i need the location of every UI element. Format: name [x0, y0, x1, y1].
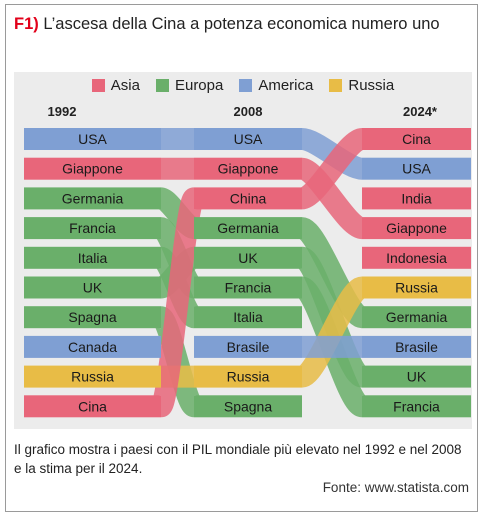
rank-label-2-6: Russia — [395, 280, 438, 296]
rank-label-1-2: Giappone — [218, 161, 279, 177]
rank-bar-0-3 — [24, 187, 161, 210]
rank-label-0-3: Germania — [62, 190, 124, 206]
rank-bar-0-8 — [24, 335, 161, 358]
rank-label-2-4: Giappone — [386, 220, 447, 236]
rank-label-2-10: Francia — [393, 398, 440, 414]
rank-bar-2-3 — [362, 187, 471, 210]
rank-bar-2-10 — [362, 395, 471, 418]
rank-bar-0-9 — [24, 365, 161, 388]
rank-label-1-3: China — [230, 190, 267, 206]
legend-item-russia: Russia — [329, 77, 394, 94]
legend-swatch-america — [239, 78, 253, 92]
rank-bar-1-3 — [194, 187, 302, 210]
legend-swatch-europa — [155, 78, 169, 92]
rank-bar-2-2 — [362, 157, 471, 180]
rank-label-1-4: Germania — [217, 220, 279, 236]
flow-link-9-1 — [298, 128, 366, 210]
rank-label-2-3: India — [401, 190, 432, 206]
rank-bar-2-6 — [362, 276, 471, 299]
rank-label-0-1: USA — [78, 131, 107, 147]
rank-bar-1-4 — [194, 217, 302, 240]
year-header-1: 2008 — [234, 104, 263, 119]
rank-bar-1-9 — [194, 365, 302, 388]
title-text: L’ascesa della Cina a potenza economica … — [43, 15, 440, 33]
legend: Asia Europa America Russia — [14, 74, 472, 96]
rank-label-2-5: Indonesia — [386, 250, 447, 266]
chart-title: F1) L’ascesa della Cina a potenza econom… — [14, 14, 464, 35]
legend-item-america: America — [239, 77, 313, 94]
figure-number: F1) — [14, 15, 39, 33]
legend-label-america: America — [258, 76, 314, 94]
rank-bar-1-8 — [194, 335, 302, 358]
rank-bar-0-7 — [24, 306, 161, 329]
rank-bar-2-5 — [362, 246, 471, 269]
year-header-2: 2024* — [403, 104, 438, 119]
rank-label-0-10: Cina — [78, 398, 107, 414]
rank-bar-0-6 — [24, 276, 161, 299]
legend-item-asia: Asia — [91, 76, 140, 94]
rank-bar-0-4 — [24, 217, 161, 240]
rank-label-1-9: Russia — [227, 369, 270, 385]
rank-bar-2-4 — [362, 217, 471, 240]
rank-bar-1-5 — [194, 246, 302, 269]
rank-label-0-6: UK — [83, 280, 103, 296]
rank-label-0-5: Italia — [78, 250, 108, 266]
rank-label-1-8: Brasile — [227, 339, 270, 355]
rank-bar-1-6 — [194, 276, 302, 299]
rank-label-2-9: UK — [407, 369, 427, 385]
rank-label-2-8: Brasile — [395, 339, 438, 355]
rank-bar-0-10 — [24, 395, 161, 418]
rank-bar-0-1 — [24, 128, 161, 150]
flow-link-2-1 — [297, 217, 367, 329]
rank-label-0-7: Spagna — [68, 309, 116, 325]
rank-bar-1-2 — [194, 157, 302, 180]
legend-label-asia: Asia — [110, 76, 140, 94]
rank-label-0-2: Giappone — [62, 161, 123, 177]
legend-swatch-asia — [91, 78, 105, 92]
rank-label-0-8: Canada — [68, 339, 117, 355]
year-header-0: 1992 — [48, 104, 77, 119]
rank-label-2-7: Germania — [386, 309, 448, 325]
chart-source: Fonte: www.statista.com — [322, 480, 469, 495]
rank-bar-0-5 — [24, 246, 161, 269]
rank-bar-2-7 — [362, 306, 471, 329]
rank-bar-2-8 — [362, 335, 471, 358]
rank-label-1-1: USA — [234, 131, 263, 147]
rank-label-0-9: Russia — [71, 369, 114, 385]
flow-link-8-1 — [297, 276, 367, 388]
rank-label-1-6: Francia — [225, 280, 272, 296]
rank-label-1-7: Italia — [233, 309, 263, 325]
flow-link-9-0 — [150, 187, 205, 418]
rank-label-1-5: UK — [238, 250, 258, 266]
rank-label-2-2: USA — [402, 161, 431, 177]
legend-swatch-russia — [329, 78, 343, 92]
flow-link-1-1 — [298, 157, 366, 240]
rank-label-1-10: Spagna — [224, 398, 272, 414]
rank-bar-1-10 — [194, 395, 302, 418]
rank-bar-1-7 — [194, 306, 302, 329]
rank-bar-2-1 — [362, 128, 471, 150]
rank-label-2-1: Cina — [402, 131, 431, 147]
rank-label-0-4: Francia — [69, 220, 116, 236]
rank-bar-2-9 — [362, 365, 471, 388]
legend-label-russia: Russia — [348, 76, 395, 94]
rank-bar-1-1 — [194, 128, 302, 150]
legend-label-europa: Europa — [174, 76, 224, 94]
legend-item-europa: Europa — [155, 76, 224, 94]
rank-bar-0-2 — [24, 157, 161, 180]
chart-caption: Il grafico mostra i paesi con il PIL mon… — [14, 442, 462, 476]
